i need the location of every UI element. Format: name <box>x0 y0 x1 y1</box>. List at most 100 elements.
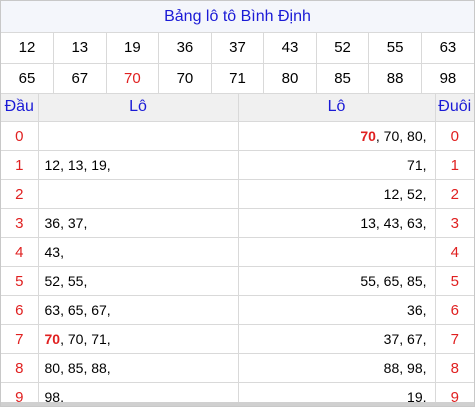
number-cell: 70 <box>106 63 160 94</box>
number-cell: 52 <box>316 33 370 64</box>
table-row: 8 80, 85, 88, 88, 98, 8 <box>1 353 474 383</box>
number-cell: 80 <box>263 63 317 94</box>
dau-digit: 8 <box>1 353 39 383</box>
duoi-digit: 0 <box>435 121 474 151</box>
lo-left-list: 63, 65, 67, <box>38 295 239 325</box>
loto-table: Đầu Lô Lô Đuôi 0 70, 70, 80, 0 1 12, 13, 19,… <box>1 93 474 406</box>
loto-body: 0 70, 70, 80, 0 1 12, 13, 19, 71, 1 2 12, 52, 2 3 3… <box>1 121 474 406</box>
lo-number: 80 <box>44 360 61 376</box>
duoi-digit: 8 <box>435 353 474 383</box>
lo-left-list: 98, <box>38 382 239 406</box>
lo-number: 65 <box>383 273 400 289</box>
header-duoi: Đuôi <box>435 93 474 122</box>
lo-left-list: 43, <box>38 237 239 267</box>
lo-number: 65 <box>67 302 84 318</box>
duoi-digit: 7 <box>435 324 474 354</box>
lo-number: 13 <box>67 157 84 173</box>
header-lo-right: Lô <box>238 93 436 122</box>
lo-number: 63 <box>44 302 61 318</box>
number-cell: 12 <box>1 33 55 64</box>
lo-right-list: 71, <box>238 150 436 180</box>
table-row: 0 70, 70, 80, 0 <box>1 121 474 151</box>
duoi-digit: 9 <box>435 382 474 406</box>
dau-digit: 1 <box>1 150 39 180</box>
lo-number: 70 <box>383 128 400 144</box>
lo-left-list: 80, 85, 88, <box>38 353 239 383</box>
lo-number: 37 <box>383 331 400 347</box>
header-lo-left: Lô <box>38 93 239 122</box>
lo-number: 52 <box>407 186 423 202</box>
lo-number: 55 <box>360 273 376 289</box>
lo-number: 67 <box>91 302 107 318</box>
number-cell: 65 <box>1 63 55 94</box>
number-cell: 67 <box>53 63 107 94</box>
table-row: 5 52, 55, 55, 65, 85, 5 <box>1 266 474 296</box>
duoi-digit: 1 <box>435 150 474 180</box>
lo-number: 12 <box>44 157 61 173</box>
lo-number: 13 <box>360 215 376 231</box>
lo-number: 52 <box>44 273 61 289</box>
lo-left-list: 70, 70, 71, <box>38 324 239 354</box>
lo-number: 19 <box>91 157 107 173</box>
lo-number: 71 <box>91 331 107 347</box>
number-cell: 63 <box>421 33 474 64</box>
lo-number: 85 <box>407 273 423 289</box>
table-row: 1 12, 13, 19, 71, 1 <box>1 150 474 180</box>
number-row-2: 65 67 70 70 71 80 85 88 98 <box>1 63 474 94</box>
bottom-divider <box>1 402 474 406</box>
dau-digit: 0 <box>1 121 39 151</box>
loto-header-row: Đầu Lô Lô Đuôi <box>1 93 474 122</box>
table-row: 3 36, 37, 13, 43, 63, 3 <box>1 208 474 238</box>
lo-number: 67 <box>407 331 423 347</box>
number-row-1: 12 13 19 36 37 43 52 55 63 <box>1 33 474 64</box>
lo-number: 36 <box>407 302 423 318</box>
lo-number: 88 <box>383 360 400 376</box>
header-dau: Đầu <box>1 93 39 122</box>
number-cell: 98 <box>421 63 474 94</box>
dau-digit: 6 <box>1 295 39 325</box>
lo-left-list <box>38 121 239 151</box>
number-cell: 55 <box>368 33 422 64</box>
lo-number: 12 <box>383 186 400 202</box>
lo-right-list: 88, 98, <box>238 353 436 383</box>
duoi-digit: 6 <box>435 295 474 325</box>
lo-number: 63 <box>407 215 423 231</box>
lo-right-list: 19, <box>238 382 436 406</box>
duoi-digit: 5 <box>435 266 474 296</box>
lo-right-list: 36, <box>238 295 436 325</box>
table-row: 6 63, 65, 67, 36, 6 <box>1 295 474 325</box>
lo-number: 80 <box>407 128 423 144</box>
number-cell: 70 <box>158 63 212 94</box>
board-title: Bảng lô tô Bình Định <box>1 1 474 33</box>
lo-number: 55 <box>67 273 84 289</box>
number-cell: 43 <box>263 33 317 64</box>
lo-right-list: 12, 52, <box>238 179 436 209</box>
lo-left-list: 36, 37, <box>38 208 239 238</box>
lo-left-list: 12, 13, 19, <box>38 150 239 180</box>
number-cell: 13 <box>53 33 107 64</box>
lo-left-list <box>38 179 239 209</box>
duoi-digit: 3 <box>435 208 474 238</box>
number-cell: 37 <box>211 33 265 64</box>
dau-digit: 9 <box>1 382 39 406</box>
lo-number: 43 <box>383 215 400 231</box>
duoi-digit: 2 <box>435 179 474 209</box>
dau-digit: 5 <box>1 266 39 296</box>
lo-right-list: 70, 70, 80, <box>238 121 436 151</box>
lo-right-list <box>238 237 436 267</box>
lo-left-list: 52, 55, <box>38 266 239 296</box>
number-cell: 71 <box>211 63 265 94</box>
lo-number: 19 <box>407 389 423 405</box>
lo-number: 43 <box>44 244 61 260</box>
table-row: 2 12, 52, 2 <box>1 179 474 209</box>
dau-digit: 2 <box>1 179 39 209</box>
lo-number: 85 <box>67 360 84 376</box>
table-row: 4 43, 4 <box>1 237 474 267</box>
lo-number: 37 <box>67 215 84 231</box>
number-cell: 19 <box>106 33 160 64</box>
dau-digit: 3 <box>1 208 39 238</box>
dau-digit: 4 <box>1 237 39 267</box>
number-cell: 36 <box>158 33 212 64</box>
lo-number: 70 <box>67 331 84 347</box>
